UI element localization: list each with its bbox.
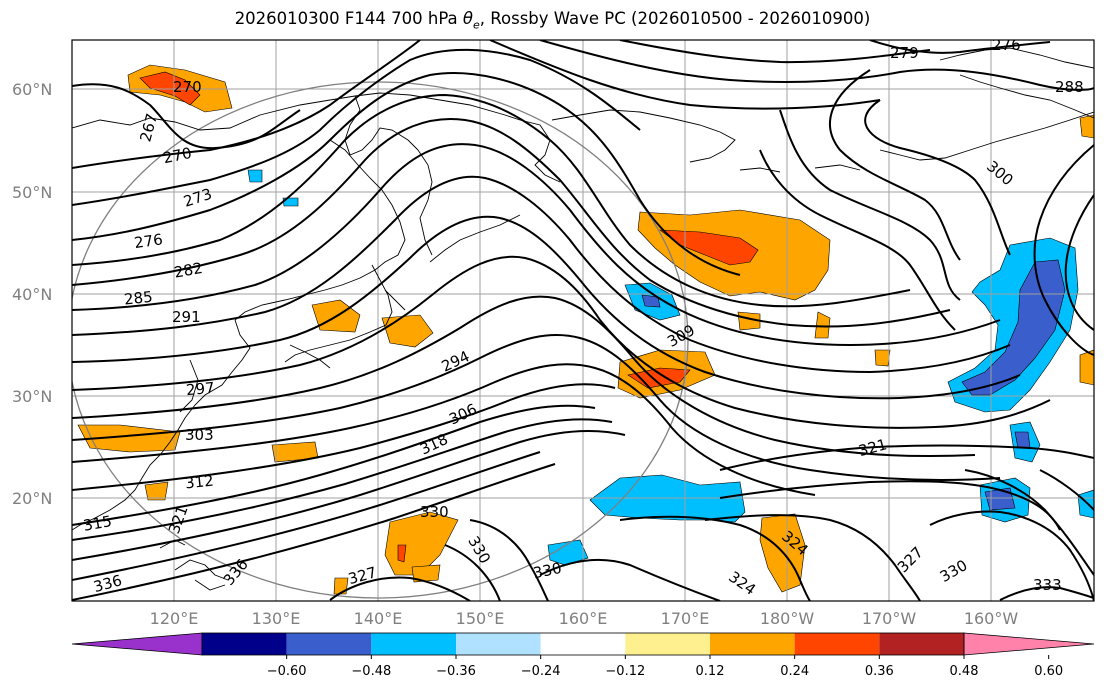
lat-label: 30°N [12, 387, 52, 406]
colorbar-tick-label: 0.36 [865, 664, 894, 679]
warm-anomaly-region [814, 311, 831, 339]
contour-label: 270 [162, 144, 194, 168]
theta-symbol: θ [462, 9, 474, 28]
coastlines [72, 47, 1094, 591]
theta-subscript: e [473, 18, 480, 32]
contour-label: 285 [123, 288, 153, 309]
longitude-labels: 120°E 130°E 140°E 150°E 160°E 170°E 180°… [150, 609, 1019, 628]
warm-anomaly-region [144, 481, 169, 501]
contour-label: 270 [173, 78, 202, 96]
colorbar-bin [456, 633, 541, 655]
contour-label: 330 [532, 559, 564, 583]
colorbar-bin [879, 633, 964, 655]
lon-label: 130°E [252, 609, 301, 628]
cold-core-region [641, 294, 661, 308]
plot-border [71, 39, 1095, 602]
latitude-labels: 60°N 50°N 40°N 30°N 20°N [12, 80, 52, 508]
lon-label: 170°E [661, 609, 710, 628]
contour-label: 282 [173, 259, 204, 282]
colorbar-tick-label: −0.24 [521, 664, 561, 679]
contour-label: 291 [172, 308, 201, 326]
contour-label: 288 [1055, 78, 1084, 96]
contour-labels: 270 267 270 273 276 282 285 291 297 303 … [82, 36, 1084, 599]
colorbar-tick-label: 0.12 [696, 664, 725, 679]
contour-label: 315 [82, 512, 113, 535]
theta-e-contours [72, 40, 1094, 601]
cold-anomaly-region [247, 169, 263, 183]
colorbar-bin [202, 633, 287, 655]
warm-anomaly-region [411, 564, 441, 583]
warm-anomaly-region [333, 577, 349, 595]
warm-anomaly-region [1079, 114, 1094, 139]
lon-label: 160°E [559, 609, 608, 628]
contour-label: 333 [1033, 576, 1062, 594]
warm-anomaly-region [1079, 349, 1094, 386]
warm-anomaly-region [874, 349, 891, 367]
colorbar-bin [625, 633, 710, 655]
contour-label: 312 [184, 472, 214, 493]
colorbar-bin [286, 633, 372, 655]
lon-label: 160°W [964, 609, 1019, 628]
contour-label: 276 [133, 230, 164, 252]
lat-label: 60°N [12, 80, 52, 99]
colorbar-tick-label: −0.12 [605, 664, 645, 679]
colorbar-tick-label: −0.36 [436, 664, 476, 679]
warm-anomaly-region [77, 424, 181, 453]
colorbar-bin [371, 633, 456, 655]
colorbar-extend-high [963, 632, 1095, 656]
cold-anomaly-region [1077, 489, 1094, 519]
lat-label: 40°N [12, 285, 52, 304]
contour-label: 279 [890, 44, 919, 62]
warm-anomaly-region [737, 311, 761, 331]
colorbar-tick-label: 0.48 [950, 664, 979, 679]
colorbar-tick-label: −0.48 [351, 664, 391, 679]
contour-label: 276 [992, 36, 1021, 54]
colorbar-bin [710, 633, 795, 655]
colorbar-bin [794, 633, 880, 655]
lon-label: 180°W [760, 609, 815, 628]
colorbar-tick-label: 0.24 [780, 664, 809, 679]
lat-label: 50°N [12, 183, 52, 202]
contour-label: 330 [420, 503, 449, 521]
lon-label: 120°E [150, 609, 199, 628]
figure-title: 2026010300 F144 700 hPa θe, Rossby Wave … [234, 9, 871, 32]
cold-anomaly-region [282, 197, 299, 207]
colorbar-tick-label: 0.60 [1034, 664, 1063, 679]
gridlines [72, 40, 1094, 601]
lon-label: 150°E [456, 609, 505, 628]
colorbar-outline [201, 632, 965, 656]
lon-label: 170°W [862, 609, 917, 628]
colorbar-bin [540, 633, 626, 655]
warm-core-region [397, 544, 407, 563]
lon-label: 140°E [354, 609, 403, 628]
cold-core-region [1014, 431, 1031, 449]
colorbar: −0.60 −0.48 −0.36 −0.24 −0.12 0.12 0.24 0.36 0.4… [71, 632, 1095, 679]
contour-label: 297 [185, 379, 215, 399]
colorbar-extend-low [71, 632, 203, 656]
shaded-anomalies [77, 64, 1094, 595]
colorbar-tick-label: −0.60 [267, 664, 307, 679]
contour-label: 303 [185, 426, 214, 444]
cold-core-region [984, 487, 1016, 511]
lat-label: 20°N [12, 489, 52, 508]
